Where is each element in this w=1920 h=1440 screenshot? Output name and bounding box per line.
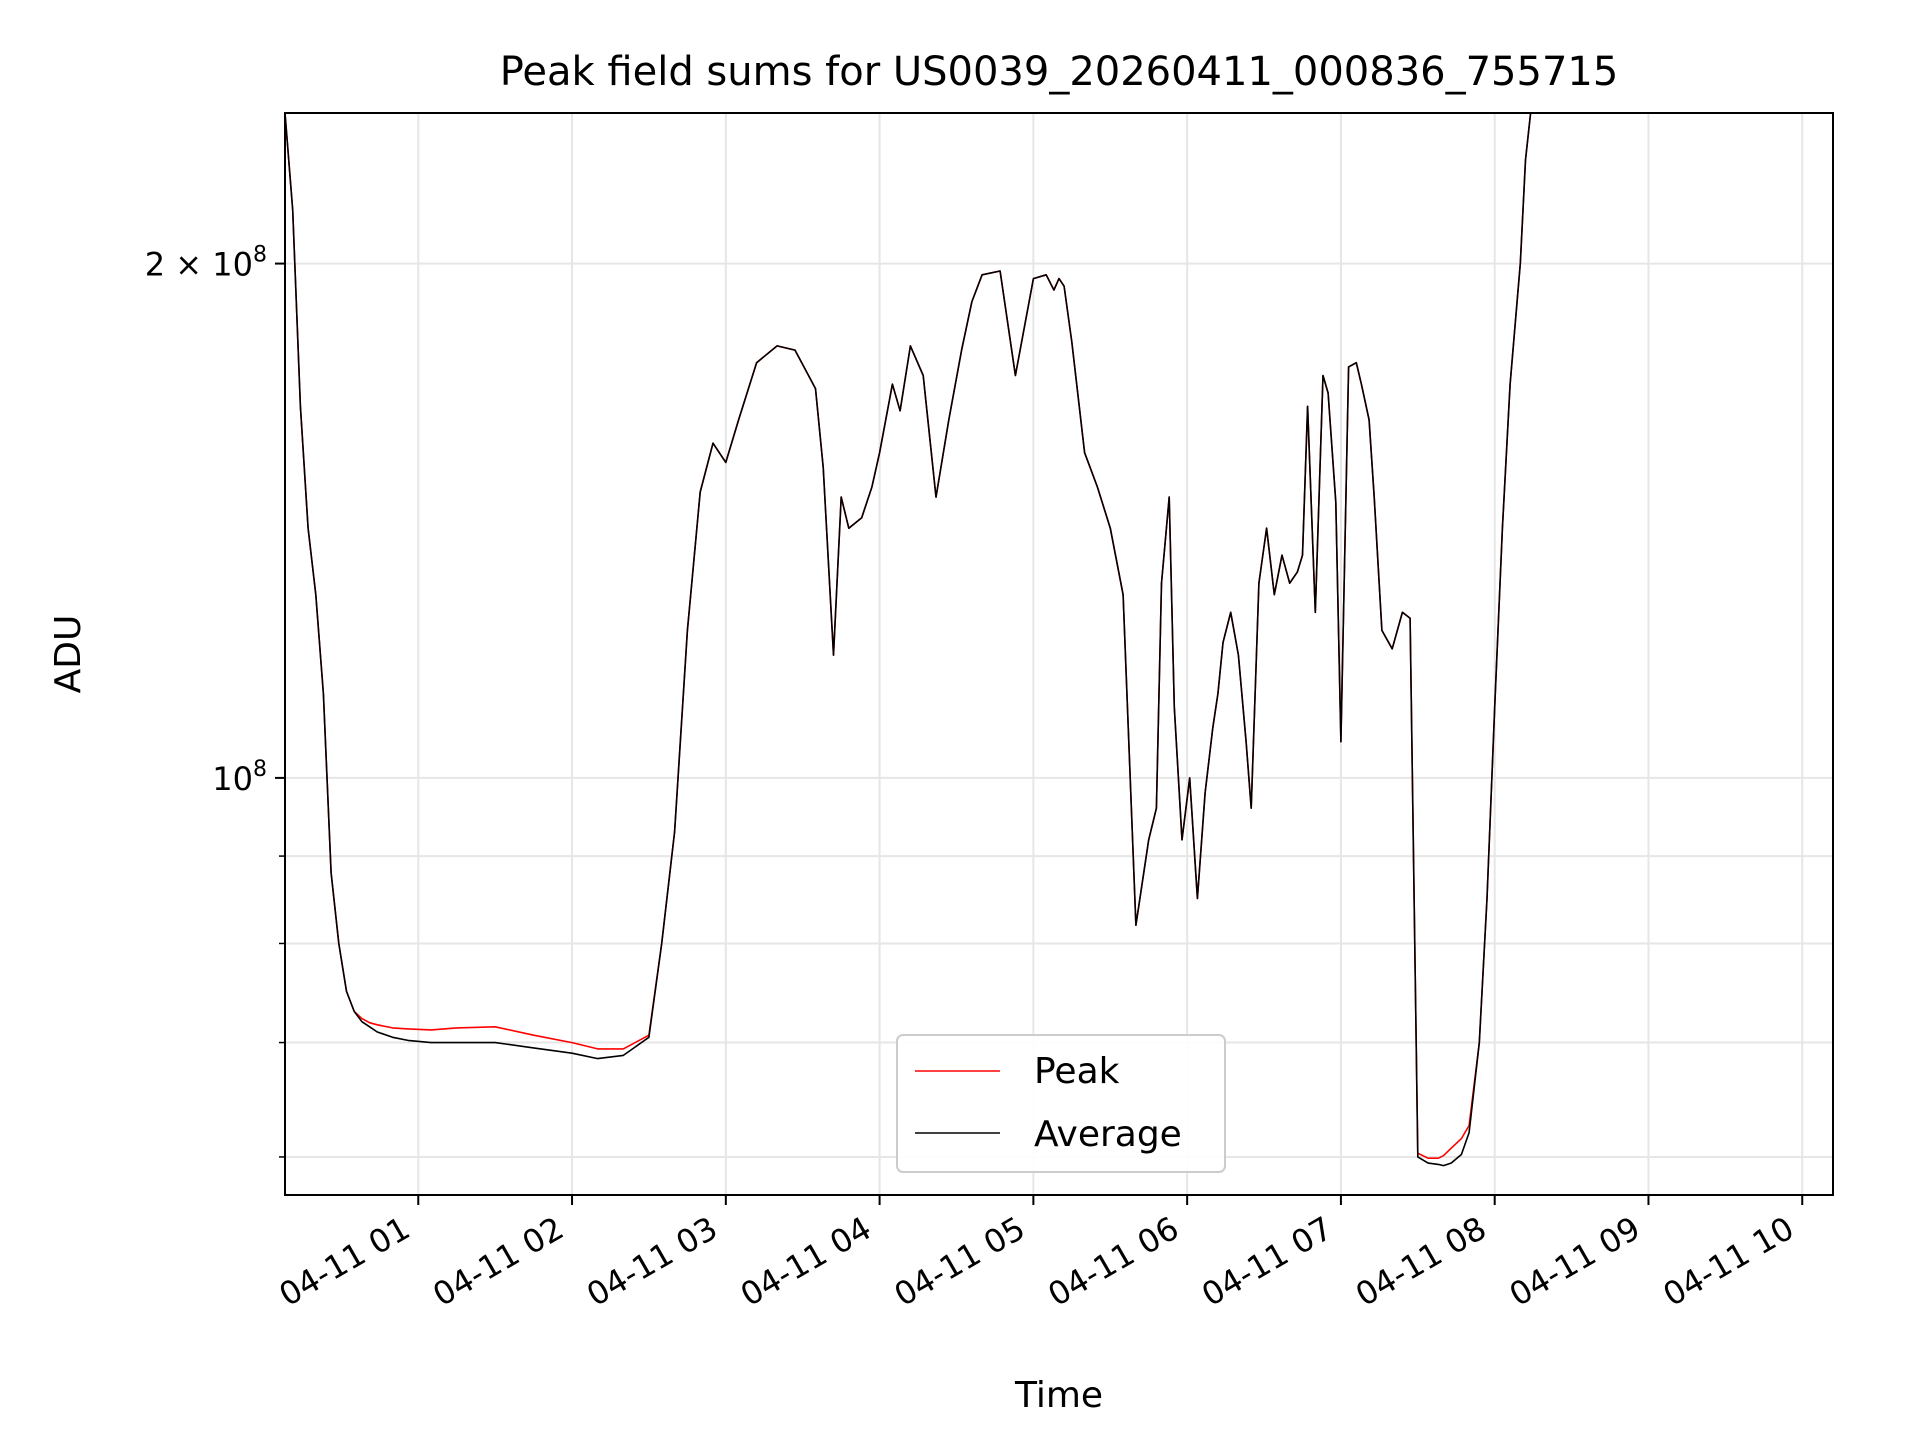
x-tick-label: 04-11 08 — [1349, 1209, 1493, 1314]
series-line-average — [285, 113, 1803, 1167]
legend-label-average: Average — [1034, 1114, 1182, 1155]
x-tick-label: 04-11 05 — [888, 1209, 1032, 1314]
series-layer — [285, 113, 1803, 1167]
legend-box — [896, 1034, 1226, 1173]
chart-title: Peak field sums for US0039_20260411_0008… — [500, 49, 1619, 95]
x-tick-label: 04-11 09 — [1503, 1209, 1647, 1314]
x-axis: 04-11 01 04-11 02 04-11 03 04-11 04 04-11 05… — [273, 1195, 1804, 1314]
y-tick-label: 2 × 108 — [145, 243, 267, 284]
series-line-peak — [285, 113, 1803, 1159]
y-tick-label: 108 — [212, 757, 267, 798]
x-tick-label: 04-11 06 — [1042, 1209, 1186, 1314]
y-axis-label: ADU — [48, 615, 89, 694]
x-tick-label: 04-11 03 — [580, 1209, 724, 1314]
legend-label-peak: Peak — [1034, 1051, 1120, 1092]
grid — [285, 113, 1833, 1195]
x-tick-label: 04-11 02 — [426, 1209, 570, 1314]
x-tick-label: 04-11 01 — [273, 1209, 417, 1314]
x-tick-label: 04-11 07 — [1195, 1209, 1339, 1314]
plot-frame — [284, 112, 1834, 1196]
y-axis: 2 × 108 108 — [145, 243, 285, 1158]
legend: Peak Average — [896, 1034, 1226, 1173]
x-tick-label: 04-11 04 — [734, 1209, 878, 1314]
x-tick-label: 04-11 10 — [1657, 1209, 1801, 1314]
x-axis-label: Time — [1014, 1375, 1103, 1416]
